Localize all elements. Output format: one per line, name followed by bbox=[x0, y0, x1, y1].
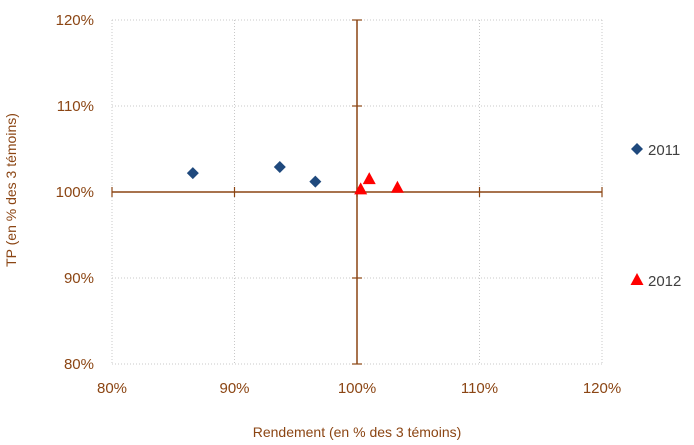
y-tick-label: 100% bbox=[56, 184, 94, 201]
legend-marker-2012 bbox=[630, 273, 644, 285]
legend: 2011 2012 bbox=[630, 142, 681, 290]
x-tick-label: 90% bbox=[219, 380, 249, 397]
x-tick-label: 120% bbox=[583, 380, 621, 397]
y-axis-title: TP (en % des 3 témoins) bbox=[3, 113, 19, 267]
data-point-2011 bbox=[309, 175, 322, 188]
data-point-2012 bbox=[362, 172, 376, 185]
data-point-2011 bbox=[186, 167, 199, 180]
x-tick-label: 110% bbox=[461, 380, 498, 397]
legend-label-2011: 2011 bbox=[648, 142, 680, 159]
y-tick-label: 110% bbox=[57, 98, 94, 115]
y-tick-label: 120% bbox=[56, 12, 94, 29]
data-point-2012 bbox=[354, 182, 368, 195]
x-axis-title: Rendement (en % des 3 témoins) bbox=[253, 424, 462, 440]
data-point-2011 bbox=[273, 161, 286, 174]
y-tick-labels: 80% 90% 100% 110% 120% bbox=[56, 12, 94, 373]
y-tick-label: 90% bbox=[64, 270, 94, 287]
x-tick-labels: 80% 90% 100% 110% 120% bbox=[97, 380, 621, 397]
y-tick-label: 80% bbox=[64, 356, 94, 373]
x-tick-label: 100% bbox=[338, 380, 376, 397]
data-point-2012 bbox=[390, 180, 404, 193]
data-points bbox=[186, 161, 404, 195]
legend-marker-2011 bbox=[631, 143, 643, 155]
legend-label-2012: 2012 bbox=[648, 273, 681, 290]
x-tick-label: 80% bbox=[97, 380, 127, 397]
